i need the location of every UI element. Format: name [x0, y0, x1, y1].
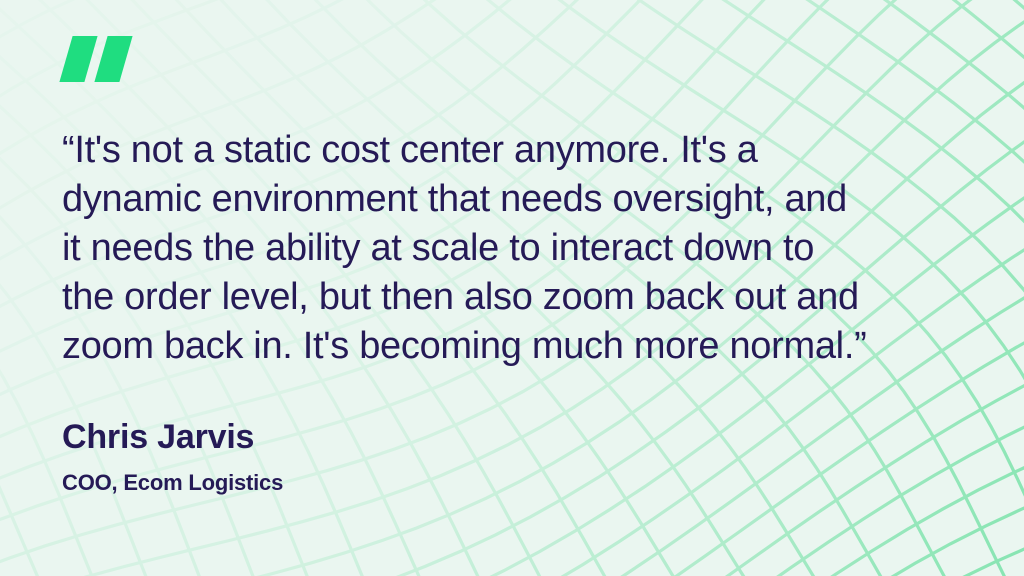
quote-line: dynamic environment that needs oversight… — [62, 178, 847, 220]
quote-mark-bar — [59, 36, 98, 82]
quote-line: the order level, but then also zoom back… — [62, 276, 859, 318]
author-title: COO, Ecom Logistics — [62, 470, 284, 495]
quote-line: it needs the ability at scale to interac… — [62, 227, 815, 269]
quote-mark-bar — [94, 36, 133, 82]
quote-mark-icon — [59, 36, 964, 82]
quote-line: zoom back in. It's becoming much more no… — [62, 325, 867, 367]
quote-text: “It's not a static cost center anymore. … — [62, 126, 964, 371]
quote-line: “It's not a static cost center anymore. … — [62, 129, 758, 171]
author-name: Chris Jarvis — [62, 418, 255, 456]
